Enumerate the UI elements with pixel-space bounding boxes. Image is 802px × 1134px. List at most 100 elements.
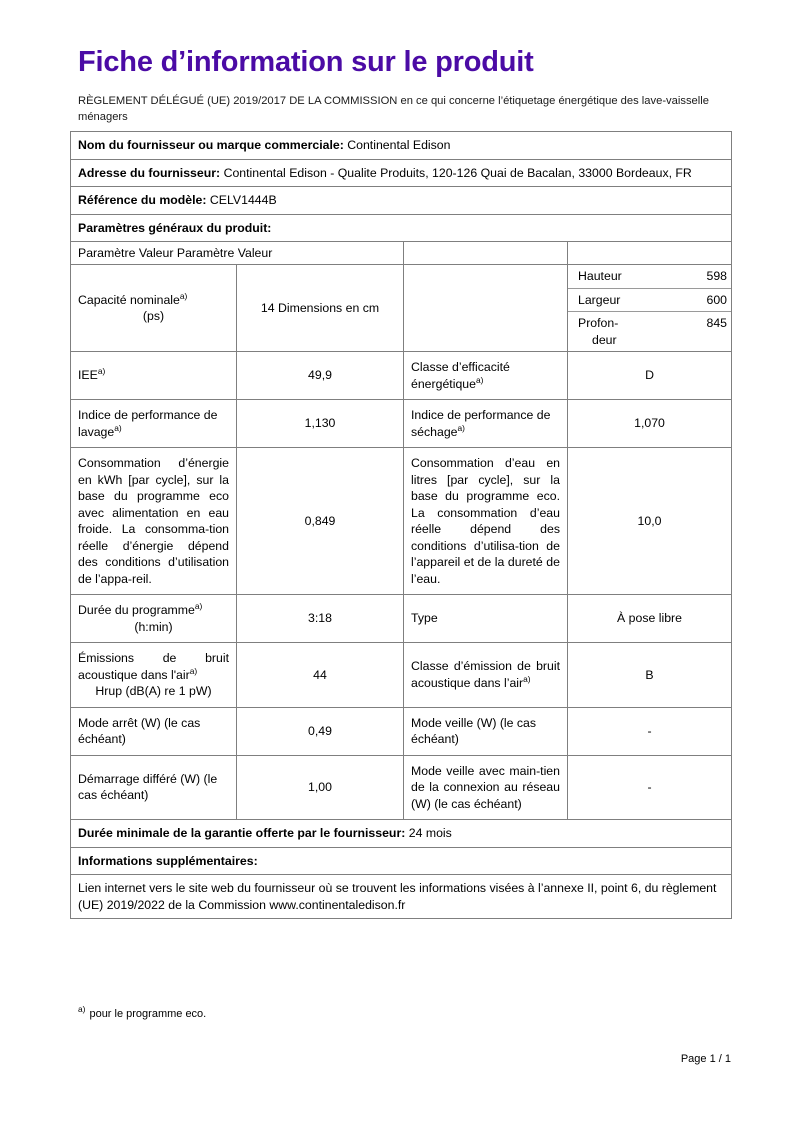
- supplier-name-cell: Nom du fournisseur ou marque commerciale…: [69, 131, 733, 160]
- noise-label: Émissions de bruit acoustique dans l'air…: [78, 651, 229, 682]
- footnote-ref-wash: a): [114, 422, 122, 433]
- networked-standby-label: Mode veille avec main-tien de la connexi…: [403, 754, 568, 820]
- dimension-row-height: Hauteur 598: [568, 265, 732, 289]
- footnote-ref-noise: a): [189, 665, 198, 676]
- warranty-cell: Durée minimale de la garantie offerte pa…: [69, 819, 733, 848]
- footnote-ref-noise-class: a): [523, 673, 531, 684]
- energy-class-label-cell: Classe d’efficacité énergétiquea): [403, 351, 568, 400]
- capacity-value: 14 Dimensions en cm: [260, 300, 380, 315]
- capacity-unit: (ps): [142, 309, 165, 323]
- iee-value: 49,9: [236, 351, 404, 400]
- supplier-name-label: Nom du fournisseur ou marque commerciale…: [78, 138, 344, 152]
- noise-class-label-cell: Classe d’émission de bruit acoustique da…: [403, 642, 568, 708]
- standby-mode-value: -: [566, 706, 733, 756]
- supplier-address-cell: Adresse du fournisseur: Continental Edis…: [69, 158, 733, 187]
- dimensions-cell: Hauteur 598 Largeur 600 Profon- deur: [566, 264, 733, 352]
- header-spacer-cell-1: [403, 241, 568, 265]
- noise-unit: Hrup (dB(A) re 1 pW): [95, 684, 212, 698]
- table-row-performance: Indice de performance de lavagea) 1,130 …: [70, 399, 733, 448]
- dry-performance-label: Indice de performance de séchage: [411, 408, 551, 439]
- footnote-ref-dry: a): [457, 422, 465, 433]
- parameter-value-header-text: Paramètre Valeur Paramètre Valeur: [78, 245, 273, 260]
- dimension-width-label: Largeur: [568, 288, 650, 312]
- dimensions-spacer-cell: [403, 264, 568, 352]
- header-spacer-cell-2: [566, 241, 733, 265]
- table-row-supplier-address: Adresse du fournisseur: Continental Edis…: [69, 158, 733, 187]
- capacity-value-cell: 14 Dimensions en cm: [236, 264, 404, 352]
- duration-label-cell: Durée du programmea) (h:min): [70, 594, 237, 643]
- networked-standby-value: -: [566, 754, 733, 820]
- dry-performance-label-cell: Indice de performance de séchagea): [403, 399, 568, 448]
- parameter-value-header-cell: Paramètre Valeur Paramètre Valeur: [70, 241, 404, 265]
- page-number: Page 1 / 1: [680, 1053, 731, 1065]
- table-row-iee: IEEa) 49,9 Classe d’efficacité énergétiq…: [70, 351, 733, 400]
- wash-performance-label: Indice de performance de lavage: [78, 408, 218, 439]
- capacity-label-cell: Capacité nominalea) (ps): [70, 264, 237, 352]
- dimension-depth-label-part2: deur: [592, 332, 617, 347]
- dimension-height-label: Hauteur: [568, 265, 650, 289]
- dimension-row-depth: Profon- deur 845: [568, 312, 731, 352]
- table-row-duration: Durée du programmea) (h:min) 3:18 Type À…: [70, 594, 733, 643]
- table-row-delayed-start: Démarrage différé (W) (le cas échéant) 1…: [70, 754, 733, 820]
- supplier-address-label: Adresse du fournisseur:: [78, 165, 221, 180]
- water-consumption-label: Consommation d’eau en litres [par cycle]…: [403, 447, 568, 595]
- iee-label: IEE: [78, 368, 98, 383]
- additional-info-label: Informations supplémentaires:: [69, 846, 733, 875]
- footnote-text: pour le programme eco.: [89, 1008, 207, 1020]
- table-row-general-parameters: Paramètres généraux du produit:: [69, 213, 733, 242]
- iee-label-cell: IEEa): [70, 351, 237, 400]
- dimension-width-value: 600: [649, 288, 732, 312]
- table-row-noise: Émissions de bruit acoustique dans l'air…: [70, 642, 733, 708]
- type-label: Type: [403, 594, 568, 643]
- dimension-depth-label: Profon- deur: [568, 312, 650, 352]
- table-row-supplier-name: Nom du fournisseur ou marque commerciale…: [69, 131, 733, 160]
- product-parameters-table: Nom du fournisseur ou marque commerciale…: [69, 131, 733, 919]
- off-mode-label: Mode arrêt (W) (le cas échéant): [70, 706, 237, 756]
- model-reference-label: Référence du modèle:: [78, 193, 207, 207]
- duration-unit: (h:min): [134, 619, 173, 634]
- noise-class-label: Classe d’émission de bruit acoustique da…: [411, 659, 560, 690]
- footnote-marker: a): [78, 1004, 86, 1015]
- dimensions-table: Hauteur 598 Largeur 600 Profon- deur: [568, 265, 732, 352]
- wash-performance-label-cell: Indice de performance de lavagea): [70, 399, 237, 448]
- wash-performance-value: 1,130: [236, 399, 404, 448]
- noise-class-value: B: [566, 642, 733, 708]
- general-parameters-label: Paramètres généraux du produit:: [69, 213, 733, 242]
- noise-value: 44: [236, 642, 404, 708]
- energy-consumption-label: Consommation d’énergie en kWh [par cycle…: [70, 447, 237, 595]
- off-mode-value: 0,49: [236, 706, 404, 756]
- energy-consumption-value: 0,849: [236, 447, 404, 595]
- water-consumption-value: 10,0: [566, 447, 733, 595]
- dimension-height-value: 598: [649, 265, 732, 289]
- duration-label: Durée du programmea): [78, 600, 203, 617]
- supplier-name-value: Continental Edison: [347, 138, 451, 152]
- table-row-additional-info: Informations supplémentaires:: [69, 846, 733, 875]
- table-row-capacity: Capacité nominalea) (ps) 14 Dimensions e…: [70, 264, 733, 352]
- page-title: Fiche d’information sur le produit: [78, 46, 534, 78]
- model-reference-cell: Référence du modèle: CELV1444B: [69, 186, 733, 215]
- footnote-ref-energy-class: a): [475, 374, 484, 385]
- regulation-subtitle: RÈGLEMENT DÉLÉGUÉ (UE) 2019/2017 DE LA C…: [78, 95, 709, 123]
- table-row-warranty: Durée minimale de la garantie offerte pa…: [69, 819, 733, 848]
- footnote-ref-iee: a): [97, 366, 106, 377]
- capacity-label: Capacité nominalea): [78, 290, 188, 307]
- dry-performance-value: 1,070: [566, 399, 733, 448]
- table-row-column-headers: Paramètre Valeur Paramètre Valeur: [70, 241, 733, 265]
- model-reference-value: CELV1444B: [209, 193, 277, 207]
- table-row-website-link: Lien internet vers le site web du fourni…: [69, 874, 733, 919]
- dimension-depth-label-part1: Profon-: [578, 316, 619, 330]
- warranty-value: 24 mois: [408, 826, 452, 840]
- dimension-depth-value: 845: [706, 316, 728, 330]
- footnote-ref-capacity: a): [179, 290, 188, 301]
- table-row-consumption: Consommation d’énergie en kWh [par cycle…: [70, 447, 733, 595]
- table-row-model-reference: Référence du modèle: CELV1444B: [69, 186, 733, 215]
- type-value: À pose libre: [566, 594, 733, 643]
- website-link-text[interactable]: Lien internet vers le site web du fourni…: [69, 874, 733, 919]
- warranty-label: Durée minimale de la garantie offerte pa…: [78, 826, 406, 840]
- delayed-start-label: Démarrage différé (W) (le cas échéant): [70, 754, 237, 820]
- dimension-row-width: Largeur 600: [568, 288, 732, 312]
- footnote-ref-duration: a): [194, 600, 203, 611]
- energy-class-label: Classe d’efficacité énergétique: [411, 360, 510, 391]
- supplier-address-value: Continental Edison - Qualite Produits, 1…: [223, 165, 692, 180]
